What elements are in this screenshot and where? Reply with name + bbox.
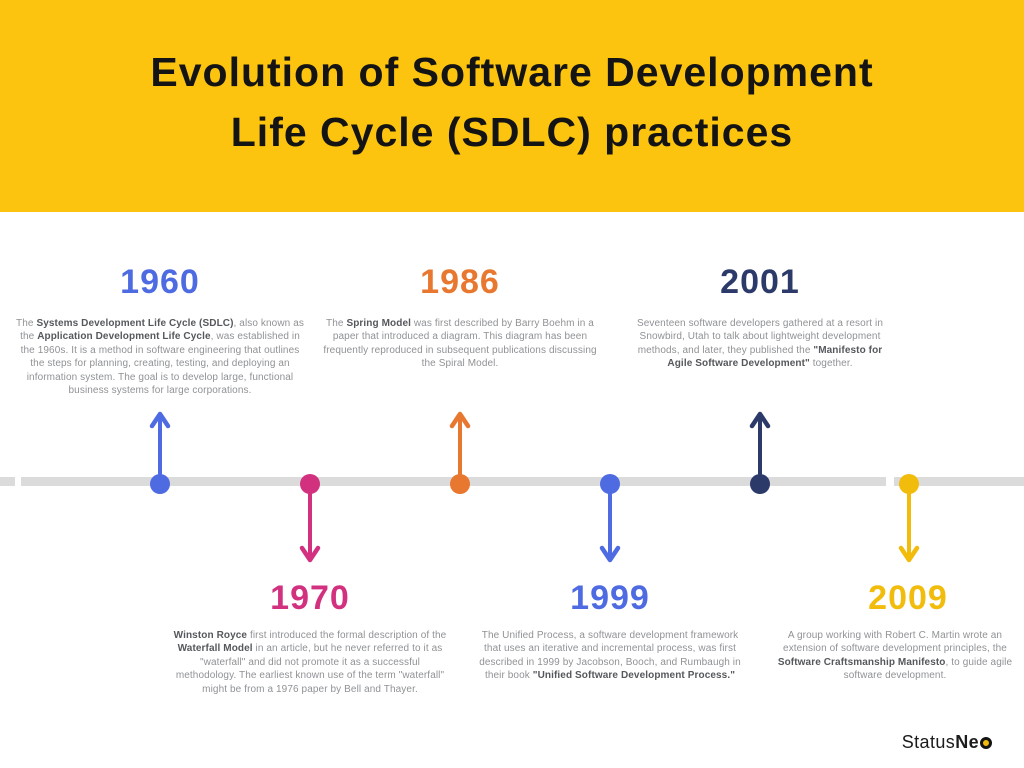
header-banner: Evolution of Software Development Life C… <box>0 0 1024 212</box>
page-title-line1: Evolution of Software Development <box>150 49 874 95</box>
timeline-marker-1999 <box>597 472 623 569</box>
year-label-1986: 1986 <box>420 263 500 301</box>
timeline-bar-segment-left <box>0 477 15 486</box>
year-label-2009: 2009 <box>868 579 948 617</box>
year-label-2001: 2001 <box>720 263 800 301</box>
event-description-1960: The Systems Development Life Cycle (SDLC… <box>16 318 304 397</box>
timeline-marker-1970 <box>297 472 323 569</box>
logo-text-ne: Ne <box>955 732 979 752</box>
page-title: Evolution of Software Development Life C… <box>0 0 1024 162</box>
up-arrow-icon <box>149 411 171 494</box>
event-description-2009: A group working with Robert C. Martin wr… <box>777 630 1013 682</box>
down-arrow-icon <box>898 474 920 563</box>
timeline-bar-segment-right <box>894 477 1024 486</box>
event-description-2001: Seventeen software developers gathered a… <box>636 318 883 370</box>
timeline-marker-1960 <box>147 410 173 501</box>
timeline-marker-1986 <box>447 410 473 501</box>
year-label-1999: 1999 <box>570 579 650 617</box>
up-arrow-icon <box>449 411 471 494</box>
timeline-marker-2001 <box>747 410 773 501</box>
down-arrow-icon <box>299 474 321 563</box>
logo-o-dot <box>980 737 992 749</box>
year-label-1960: 1960 <box>120 263 200 301</box>
year-label-1970: 1970 <box>270 579 350 617</box>
statusneo-logo: StatusNe <box>902 732 992 753</box>
down-arrow-icon <box>599 474 621 563</box>
up-arrow-icon <box>749 411 771 494</box>
event-description-1970: Winston Royce first introduced the forma… <box>173 630 447 695</box>
event-description-1999: The Unified Process, a software developm… <box>479 630 741 682</box>
timeline-marker-2009 <box>896 472 922 569</box>
page-title-line2: Life Cycle (SDLC) practices <box>230 109 794 155</box>
event-description-1986: The Spring Model was first described by … <box>323 318 597 370</box>
logo-text-status: Status <box>901 732 956 752</box>
